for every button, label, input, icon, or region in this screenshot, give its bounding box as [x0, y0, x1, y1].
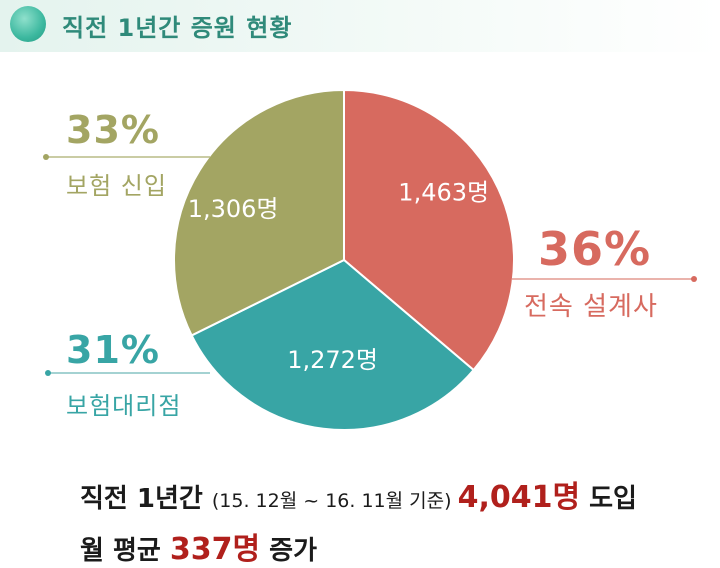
pie-slice: [343, 88, 515, 372]
pie-slice: [190, 258, 476, 431]
callout-leaders: [43, 154, 697, 376]
percent-label-olive: 33%: [66, 108, 160, 152]
summary-period: (15. 12월 ~ 16. 11월 기준): [211, 490, 458, 512]
leader-dot-teal: [45, 370, 51, 376]
summary-line1-suffix: 도입: [580, 484, 637, 514]
category-label-teal: 보험대리점: [66, 392, 182, 420]
summary-line2-suffix: 증가: [260, 536, 318, 566]
category-label-olive: 보험 신입: [66, 172, 167, 200]
slice-value-label: 1,463명: [398, 179, 489, 207]
leader-dot-red: [691, 276, 697, 282]
title-bullet-icon: [10, 6, 46, 42]
slice-value-label: 1,306명: [188, 195, 279, 223]
summary-line-2: 월 평균 337명 증가: [80, 524, 317, 568]
title-bar: 직전 1년간 증원 현황: [0, 0, 720, 52]
leader-dot-olive: [43, 154, 49, 160]
category-label-red: 전속 설계사: [524, 292, 658, 322]
summary-total: 4,041명: [457, 480, 581, 515]
percent-label-teal: 31%: [66, 328, 160, 372]
summary-line-1: 직전 1년간 (15. 12월 ~ 16. 11월 기준) 4,041명 도입: [80, 472, 637, 516]
summary-line2-prefix: 월 평균: [80, 536, 170, 566]
percent-label-red: 36%: [538, 222, 652, 276]
slice-value-label: 1,272명: [287, 346, 378, 374]
pie-slice: [173, 88, 345, 337]
page-title: 직전 1년간 증원 현황: [62, 14, 293, 42]
summary-average: 337명: [169, 532, 261, 567]
summary-line1-prefix: 직전 1년간: [80, 484, 212, 514]
